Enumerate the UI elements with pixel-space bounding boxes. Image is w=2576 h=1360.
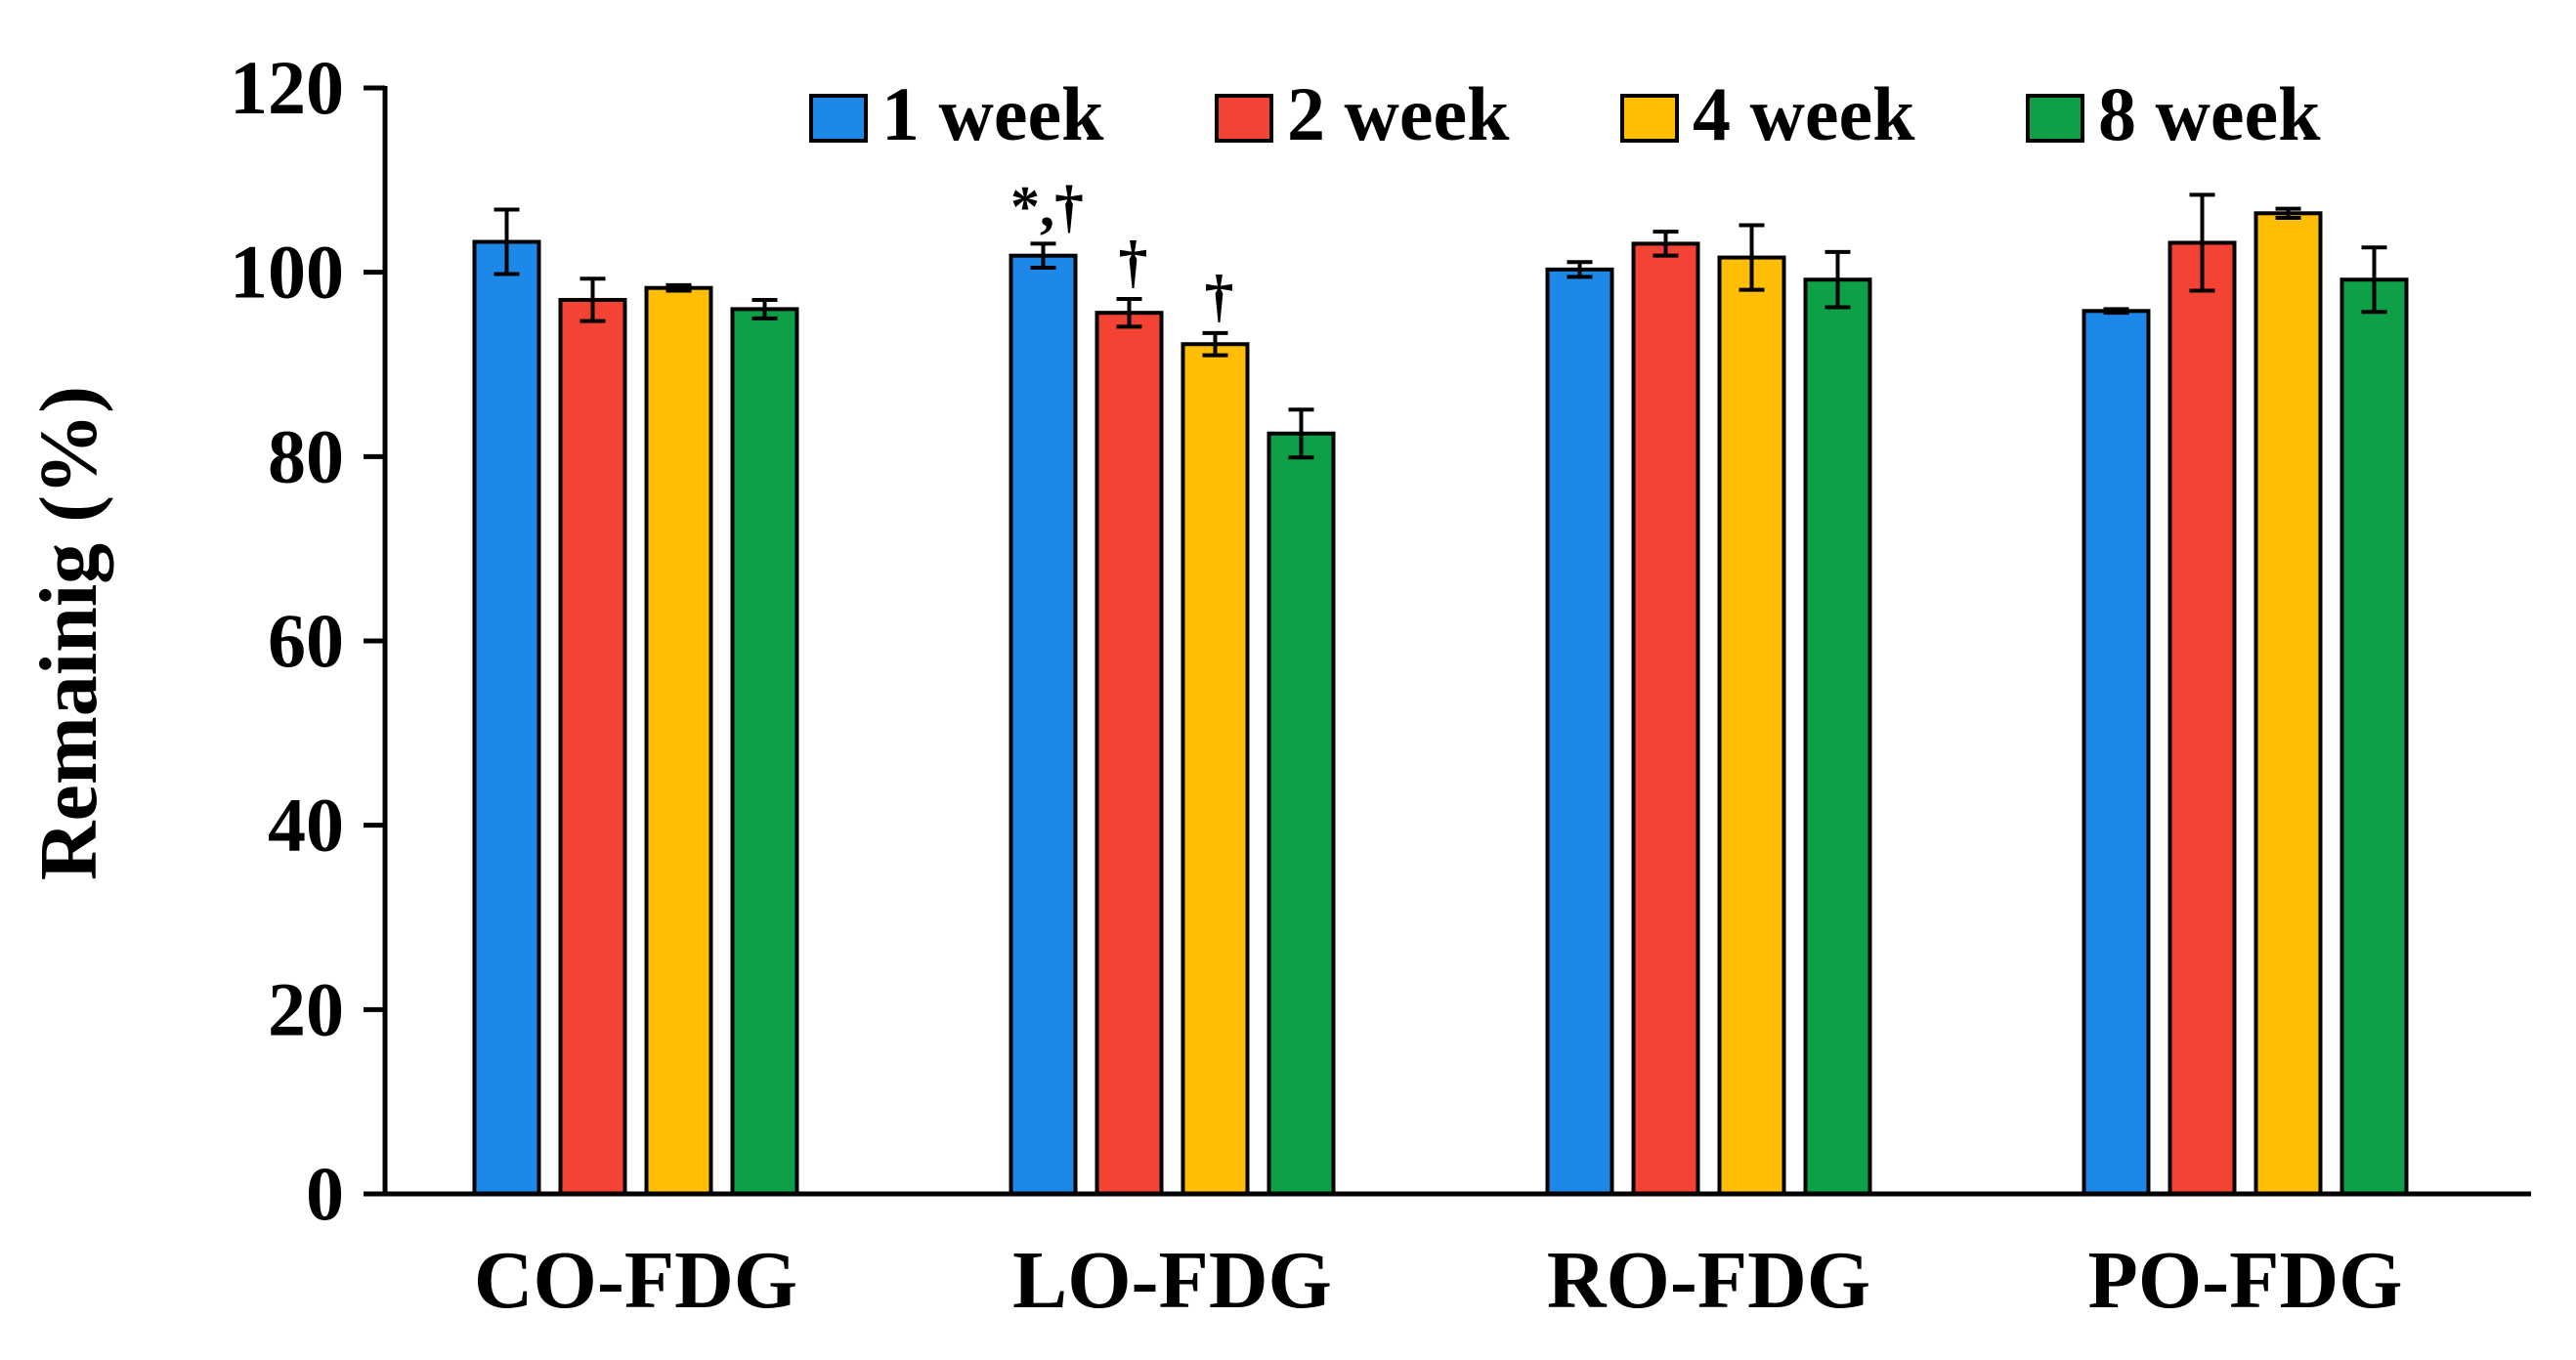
bar	[1631, 241, 1700, 1196]
axes	[382, 86, 2531, 1197]
x-tick-label: LO-FDG	[1012, 1235, 1332, 1326]
bar	[472, 239, 541, 1196]
x-tick-label: RO-FDG	[1547, 1235, 1870, 1326]
y-tick-label: 120	[230, 45, 344, 130]
y-tick-label: 40	[268, 783, 344, 868]
bar	[558, 297, 627, 1196]
legend-label: 1 week	[881, 71, 1104, 156]
error-bars	[494, 192, 2387, 460]
legend-label: 8 week	[2098, 71, 2321, 156]
significance-marker: †	[1205, 264, 1234, 328]
y-axis-label: Remainig (%)	[23, 386, 114, 880]
bar	[1267, 431, 1336, 1196]
bar	[1545, 267, 1614, 1196]
legend-label: 2 week	[1287, 71, 1510, 156]
bars	[472, 211, 2409, 1197]
bar	[2340, 277, 2409, 1197]
x-axis-labels: CO-FDG LO-FDG RO-FDG PO-FDG	[474, 1235, 2403, 1326]
y-tick-label: 20	[268, 966, 344, 1051]
bar	[2168, 240, 2237, 1197]
legend: 1 week 2 week 4 week 8 week	[809, 71, 2321, 156]
bar	[2254, 211, 2323, 1196]
legend-swatch	[1215, 94, 1273, 143]
y-tick-label: 60	[268, 598, 344, 683]
bar	[2082, 309, 2151, 1196]
y-tick-label: 0	[306, 1151, 344, 1236]
y-axis-ticks: 0 20 40 60 80 100 120	[230, 45, 385, 1236]
significance-annotations: *,† † †	[1010, 174, 1234, 328]
bar	[1803, 277, 1872, 1197]
x-tick-label: PO-FDG	[2088, 1235, 2403, 1326]
bar	[1095, 311, 1164, 1196]
x-tick-label: CO-FDG	[474, 1235, 797, 1326]
y-tick-label: 100	[230, 230, 344, 315]
significance-marker: *,†	[1010, 174, 1084, 238]
y-tick-label: 80	[268, 413, 344, 498]
bar	[1717, 255, 1786, 1197]
legend-swatch	[2026, 94, 2084, 143]
legend-swatch	[809, 94, 868, 143]
bar	[644, 285, 713, 1197]
bar	[1181, 342, 1250, 1197]
legend-swatch	[1620, 94, 1679, 143]
significance-marker: †	[1119, 230, 1148, 294]
legend-label: 4 week	[1693, 71, 1915, 156]
bar	[730, 307, 799, 1196]
bar	[1009, 253, 1078, 1197]
